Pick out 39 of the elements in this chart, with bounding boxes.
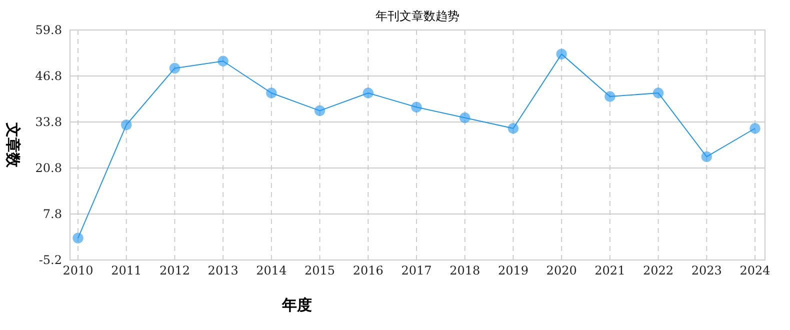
- y-tick-label: 7.8: [42, 206, 62, 221]
- x-tick-label: 2022: [643, 264, 674, 278]
- point: [460, 112, 470, 124]
- point: [266, 88, 277, 98]
- x-tick-label: 2018: [450, 264, 480, 278]
- point: [750, 123, 760, 134]
- point: [314, 105, 326, 116]
- x-tick-label: 2019: [498, 264, 528, 278]
- point: [652, 88, 664, 98]
- y-tick-label: 20.8: [35, 160, 62, 175]
- chart-title: 年刊文章数趋势: [376, 9, 460, 23]
- point: [411, 102, 422, 112]
- x-tick-label: 2024: [740, 264, 771, 278]
- point: [556, 48, 567, 60]
- y-tick-label: 59.8: [35, 22, 62, 37]
- point: [169, 62, 180, 74]
- point: [604, 91, 616, 102]
- x-tick-label: 2012: [159, 264, 190, 278]
- x-axis-title: 年度: [281, 296, 312, 314]
- x-tick-label: 2021: [594, 264, 626, 278]
- point: [218, 56, 228, 66]
- x-tick-label: 2016: [352, 264, 384, 278]
- point: [701, 151, 712, 162]
- point: [72, 232, 84, 244]
- x-tick-label: 2011: [111, 264, 142, 278]
- x-tick-label: 2017: [401, 264, 432, 278]
- y-tick-label: -5.2: [38, 252, 62, 267]
- x-tick-label: 2023: [691, 264, 722, 278]
- y-axis-title: 文章数: [4, 122, 22, 168]
- x-tick-label: 2010: [62, 264, 94, 278]
- y-tick-label: 46.8: [35, 68, 62, 83]
- y-tick-label: 33.8: [35, 114, 62, 129]
- x-tick-label: 2013: [208, 264, 238, 278]
- point: [121, 119, 132, 130]
- x-tick-label: 2020: [546, 264, 577, 278]
- point: [362, 88, 374, 98]
- point: [508, 123, 519, 134]
- x-tick-label: 2015: [304, 264, 336, 278]
- x-tick-label: 2014: [256, 264, 288, 278]
